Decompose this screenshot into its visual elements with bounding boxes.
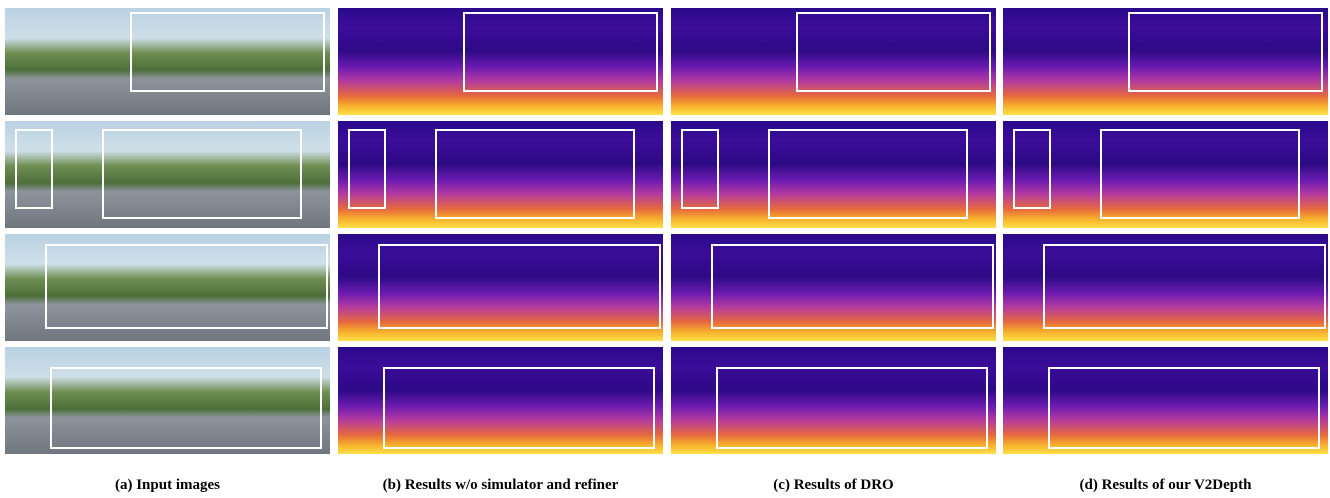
- caption: (c) Results of DRO: [773, 477, 894, 493]
- highlight-box: [348, 129, 386, 209]
- depth-map: [671, 8, 996, 115]
- caption: (d) Results of our V2Depth: [1079, 477, 1252, 493]
- input-image: [5, 347, 330, 454]
- highlight-box: [1013, 129, 1051, 209]
- highlight-box: [383, 367, 655, 449]
- highlight-box: [681, 129, 719, 209]
- highlight-box: [1100, 129, 1300, 219]
- highlight-box: [50, 367, 322, 449]
- highlight-box: [130, 12, 325, 92]
- highlight-box: [711, 244, 994, 329]
- highlight-box: [15, 129, 53, 209]
- depth-map: [338, 347, 663, 454]
- depth-map: [671, 347, 996, 454]
- highlight-box: [463, 12, 658, 92]
- depth-map: [1003, 234, 1328, 341]
- depth-map: [338, 234, 663, 341]
- depth-map: [338, 121, 663, 228]
- caption: (a) Input images: [114, 477, 220, 493]
- highlight-box: [435, 129, 635, 219]
- depth-map: [1003, 347, 1328, 454]
- highlight-box: [1048, 367, 1320, 449]
- depth-map: [1003, 121, 1328, 228]
- highlight-box: [1043, 244, 1326, 329]
- highlight-box: [796, 12, 991, 92]
- highlight-box: [1128, 12, 1323, 92]
- input-image: [5, 234, 330, 341]
- depth-map: [338, 8, 663, 115]
- highlight-box: [102, 129, 302, 219]
- depth-map: [671, 121, 996, 228]
- highlight-box: [378, 244, 661, 329]
- highlight-box: [45, 244, 328, 329]
- caption: (b) Results w/o simulator and refiner: [382, 477, 619, 493]
- depth-map: [1003, 8, 1328, 115]
- input-image: [5, 121, 330, 228]
- highlight-box: [716, 367, 988, 449]
- depth-map: [671, 234, 996, 341]
- input-image: [5, 8, 330, 115]
- highlight-box: [768, 129, 968, 219]
